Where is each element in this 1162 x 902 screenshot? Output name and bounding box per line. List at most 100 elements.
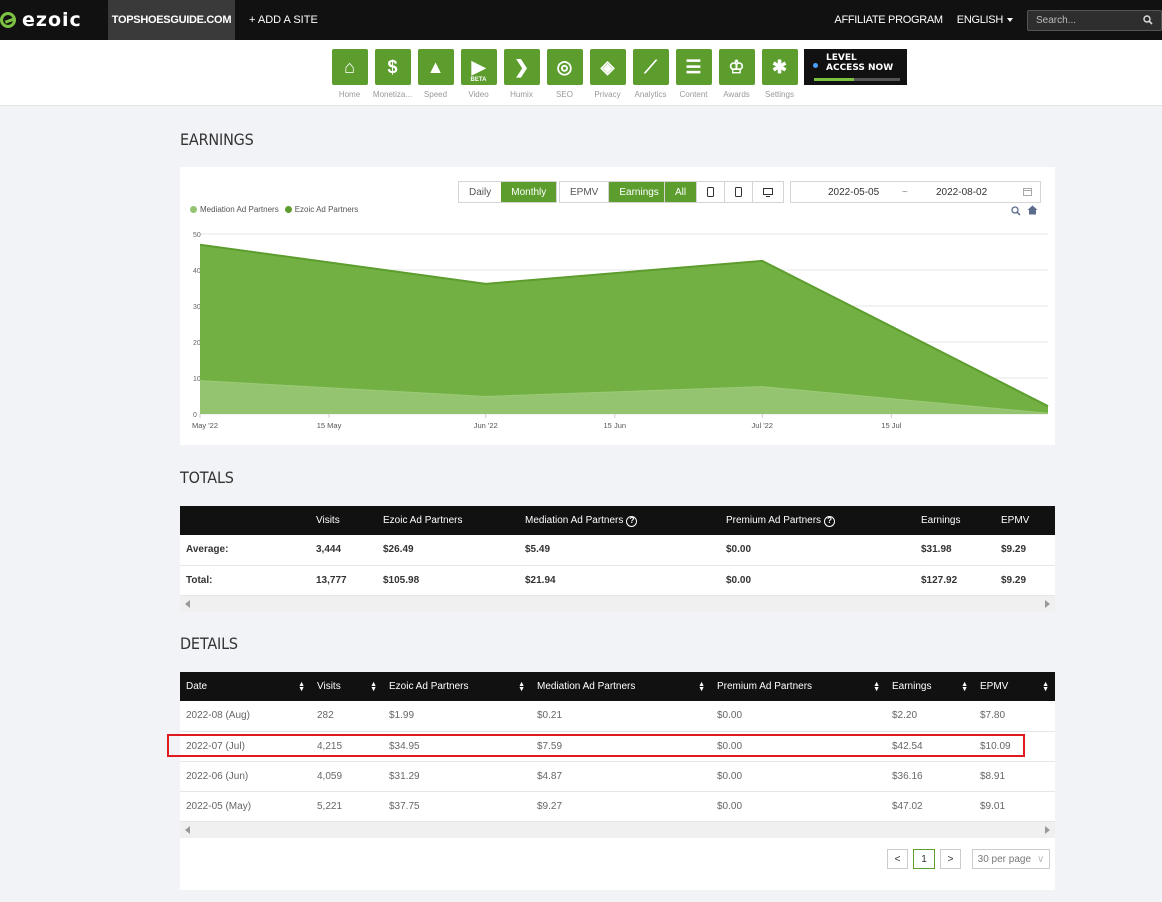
- monthly-button[interactable]: Monthly: [501, 182, 557, 202]
- top-bar: ezoic TOPSHOESGUIDE.COM + ADD A SITE AFF…: [0, 0, 1162, 40]
- legend-swatch-ezoic: [284, 206, 292, 213]
- details-horizontal-scrollbar[interactable]: [180, 821, 1055, 838]
- table-cell: $26.49: [377, 535, 519, 566]
- nav-label: Content: [679, 90, 708, 99]
- column-header[interactable]: Premium Ad Partners ▲ ▼: [711, 672, 886, 701]
- date-to: 2022-08-02: [936, 186, 988, 198]
- search-icon[interactable]: [1143, 15, 1153, 25]
- gear-icon[interactable]: ✱: [761, 49, 798, 85]
- epmv-button[interactable]: EPMV: [570, 186, 599, 198]
- nav-item-awards[interactable]: ♔ Awards: [715, 49, 758, 99]
- magnifier-icon[interactable]: ◎: [546, 49, 583, 85]
- sort-icon[interactable]: ▲ ▼: [873, 681, 880, 693]
- rocket-icon[interactable]: ▲: [417, 49, 454, 85]
- column-header[interactable]: Ezoic Ad Partners ▲ ▼: [383, 672, 531, 701]
- nav-item-speed[interactable]: ▲ Speed: [414, 49, 457, 99]
- y-tick-label: 30: [193, 304, 201, 311]
- per-page-label: 30 per page: [977, 853, 1032, 865]
- next-page-button[interactable]: >: [940, 849, 961, 869]
- column-header[interactable]: Visits ▲ ▼: [311, 672, 383, 701]
- scroll-left-arrow-icon[interactable]: [185, 599, 190, 608]
- totals-horizontal-scrollbar[interactable]: [180, 595, 1055, 612]
- sort-icon[interactable]: ▲ ▼: [1042, 681, 1049, 693]
- column-header-label: Premium Ad Partners: [726, 514, 822, 526]
- mobile-icon: [735, 187, 743, 197]
- legend-swatch-mediation: [190, 206, 197, 213]
- zoom-icon[interactable]: [1011, 206, 1021, 216]
- line-chart-icon[interactable]: ⟋: [632, 49, 669, 85]
- reset-zoom-home-icon[interactable]: [1027, 205, 1038, 215]
- nav-item-humix[interactable]: ❯ Humix: [500, 49, 543, 99]
- column-header[interactable]: EPMV ▲ ▼: [974, 672, 1055, 701]
- affiliate-program-link[interactable]: AFFILIATE PROGRAM: [834, 14, 943, 26]
- x-tick-label: 15 Jun: [604, 421, 627, 430]
- sort-icon[interactable]: ▲ ▼: [298, 681, 305, 693]
- nav-item-settings[interactable]: ✱ Settings: [758, 49, 801, 99]
- sort-icon[interactable]: ▲ ▼: [698, 681, 705, 693]
- language-label: ENGLISH: [956, 14, 1004, 26]
- add-site-link[interactable]: + ADD A SITE: [249, 14, 318, 26]
- y-tick-label: 0: [193, 412, 197, 419]
- help-icon[interactable]: ?: [824, 515, 836, 527]
- sort-icon[interactable]: ▲ ▼: [518, 681, 525, 693]
- nav-label: Privacy: [594, 90, 621, 99]
- trophy-icon[interactable]: ♔: [718, 49, 755, 85]
- table-cell: $0.00: [711, 791, 886, 822]
- legend-item-mediation[interactable]: Mediation Ad Partners: [190, 205, 279, 214]
- dollar-icon[interactable]: $: [374, 49, 411, 85]
- table-cell: $31.29: [383, 761, 531, 792]
- video-icon[interactable]: ▶ BETA: [460, 49, 497, 85]
- help-icon[interactable]: ?: [626, 515, 638, 527]
- column-header[interactable]: Mediation Ad Partners ▲ ▼: [531, 672, 711, 701]
- ezoic-logo[interactable]: ezoic: [0, 0, 108, 40]
- language-dropdown[interactable]: ENGLISH: [957, 14, 1013, 26]
- tablet-button[interactable]: [696, 182, 724, 202]
- table-cell: 2022-06 (Jun): [180, 761, 311, 792]
- column-header[interactable]: Date ▲ ▼: [180, 672, 311, 701]
- sort-icon[interactable]: ▲ ▼: [370, 681, 377, 693]
- nav-item-monetiza[interactable]: $ Monetiza...: [371, 49, 414, 99]
- table-row: 2022-05 (May) 5,221 $37.75 $9.27 $0.00 $47.02…: [180, 791, 1055, 822]
- search-input[interactable]: [1036, 14, 1136, 26]
- page-1-button[interactable]: 1: [913, 849, 935, 869]
- chevron-right-icon[interactable]: ❯: [503, 49, 540, 85]
- scroll-right-arrow-icon[interactable]: [1045, 825, 1050, 834]
- legend-item-ezoic[interactable]: Ezoic Ad Partners: [284, 205, 358, 214]
- level-access-banner[interactable]: LEVEL ACCESS NOW: [804, 49, 907, 85]
- date-range-picker[interactable]: 2022-05-05 ~ 2022-08-02: [790, 181, 1041, 203]
- nav-item-seo[interactable]: ◎ SEO: [543, 49, 586, 99]
- site-tab[interactable]: TOPSHOESGUIDE.COM: [108, 0, 235, 40]
- shield-icon[interactable]: ◈: [589, 49, 626, 85]
- x-tick-label: May '22: [192, 421, 218, 430]
- earnings-heading: EARNINGS: [180, 130, 254, 149]
- sort-icon[interactable]: ▲ ▼: [961, 681, 968, 693]
- table-cell: $37.75: [383, 791, 531, 822]
- home-icon[interactable]: ⌂: [331, 49, 368, 85]
- column-header: Premium Ad Partners?: [720, 506, 915, 535]
- caret-down-icon: [1007, 18, 1013, 23]
- mobile-button[interactable]: [724, 182, 752, 202]
- scroll-right-arrow-icon[interactable]: [1045, 599, 1050, 608]
- per-page-select[interactable]: 30 per page ∨: [972, 849, 1050, 869]
- table-cell: 2022-08 (Aug): [180, 701, 311, 732]
- document-icon[interactable]: ☰: [675, 49, 712, 85]
- metric-toggle: EPMV Earnings: [559, 181, 670, 203]
- prev-page-button[interactable]: <: [887, 849, 908, 869]
- earnings-button[interactable]: Earnings: [608, 182, 669, 202]
- chart-legend: Mediation Ad Partners Ezoic Ad Partners: [190, 205, 364, 214]
- y-tick-label: 40: [193, 268, 201, 275]
- x-tick-label: 15 Jul: [881, 421, 901, 430]
- nav-item-analytics[interactable]: ⟋ Analytics: [629, 49, 672, 99]
- nav-item-privacy[interactable]: ◈ Privacy: [586, 49, 629, 99]
- scroll-left-arrow-icon[interactable]: [185, 825, 190, 834]
- column-header-label: Visits: [317, 681, 341, 692]
- nav-item-video[interactable]: ▶ BETA Video: [457, 49, 500, 99]
- column-header[interactable]: Earnings ▲ ▼: [886, 672, 974, 701]
- nav-item-home[interactable]: ⌂ Home: [328, 49, 371, 99]
- nav-item-content[interactable]: ☰ Content: [672, 49, 715, 99]
- table-cell: $5.49: [519, 535, 720, 566]
- search-box[interactable]: [1027, 9, 1162, 31]
- all-devices-button[interactable]: All: [665, 182, 697, 202]
- daily-button[interactable]: Daily: [469, 186, 492, 198]
- desktop-button[interactable]: [752, 182, 783, 202]
